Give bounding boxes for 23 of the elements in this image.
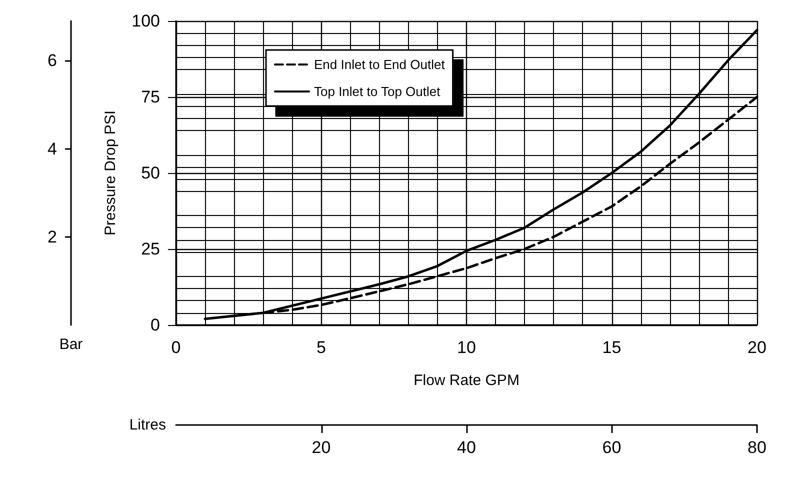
x2-tick-label: 60 <box>602 438 622 457</box>
y-tick-label: 25 <box>141 240 160 258</box>
x-tick-label: 20 <box>748 338 766 357</box>
x-axis-title: Flow Rate GPM <box>414 372 520 389</box>
y-tick-label: 50 <box>141 164 160 182</box>
x-tick-label: 0 <box>171 338 181 357</box>
x2-tick-label: 40 <box>457 438 476 457</box>
legend-label: Top Inlet to Top Outlet <box>314 84 441 99</box>
y-tick-label: 100 <box>132 12 160 30</box>
x2-tick-label: 80 <box>748 438 766 457</box>
x2-axis-title: Litres <box>129 416 166 434</box>
y2-tick-label: 6 <box>48 51 57 70</box>
y-tick-label: 75 <box>141 88 160 106</box>
y-tick-label: 0 <box>150 316 160 334</box>
y2-axis-title: Bar <box>59 336 83 353</box>
y-axis-title: Pressure Drop PSI <box>102 110 119 236</box>
y2-tick-label: 2 <box>48 227 57 246</box>
x-tick-label: 15 <box>602 338 622 357</box>
x-tick-label: 5 <box>316 338 326 357</box>
legend-label: End Inlet to End Outlet <box>314 57 446 72</box>
x-tick-label: 10 <box>457 338 476 357</box>
x2-tick-label: 20 <box>312 438 331 457</box>
y2-tick-label: 4 <box>48 139 57 158</box>
